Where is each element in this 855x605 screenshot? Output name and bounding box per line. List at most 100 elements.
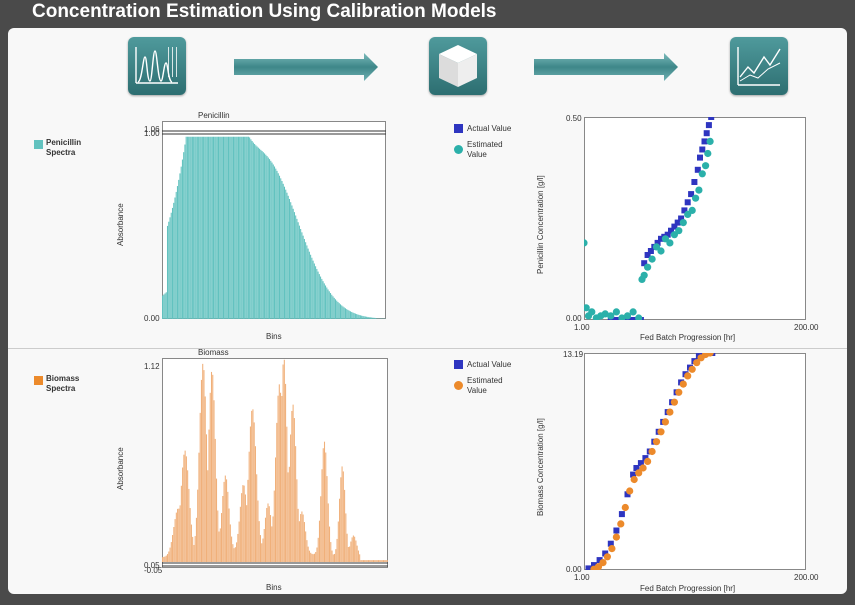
spectrum-bar xyxy=(195,517,197,562)
spectrum-bar xyxy=(321,278,323,319)
penicillin-actual-legend-marker xyxy=(454,124,463,133)
spectrum-bar xyxy=(332,296,334,319)
spectrum-bar xyxy=(327,289,329,319)
estimated-value-point xyxy=(706,353,714,357)
penicillin-scatter-ytick-zero: 0.00 xyxy=(566,314,582,323)
estimated-value-point xyxy=(652,438,661,446)
estimated-value-point xyxy=(584,239,588,247)
spectrum-bar xyxy=(342,306,344,319)
biomass-actual-legend: Actual Value xyxy=(467,360,512,369)
spectrum-bar xyxy=(227,136,230,319)
spectrum-bar xyxy=(270,160,272,319)
actual-value-point xyxy=(684,199,691,206)
spectrum-bar xyxy=(337,521,339,562)
spectrum-bar xyxy=(298,225,300,319)
spectrum-bar xyxy=(191,136,193,319)
spectrum-bar xyxy=(168,221,170,319)
spectrum-bar xyxy=(351,311,353,319)
spectrum-bar xyxy=(361,560,363,562)
biomass-estimated-legend-marker xyxy=(454,381,463,390)
spectrum-bar xyxy=(183,454,185,562)
spectrum-bar xyxy=(352,312,354,319)
spectrum-bar xyxy=(203,370,205,562)
biomass-scatter-ytick-zero: 0.00 xyxy=(566,565,582,574)
spectrum-bar xyxy=(188,136,190,319)
estimated-value-point xyxy=(657,428,665,436)
spectrum-bar xyxy=(323,441,326,562)
spectrum-bar xyxy=(181,159,183,319)
spectrum-bar xyxy=(356,545,358,562)
spectrum-bar xyxy=(260,149,262,319)
spectrum-bar xyxy=(244,494,246,562)
spectrum-bar xyxy=(375,560,377,562)
spectrum-bar xyxy=(311,553,313,562)
spectrum-bar xyxy=(354,313,356,319)
spectrum-bar xyxy=(186,136,188,319)
spectrum-bar xyxy=(325,452,327,562)
spectrum-bar xyxy=(301,232,303,319)
actual-value-point xyxy=(654,239,661,246)
spectrum-bar xyxy=(180,485,182,562)
estimated-value-point xyxy=(584,304,590,312)
spectrum-bar xyxy=(315,266,317,319)
spectrum-bar xyxy=(340,477,342,562)
spectrum-bar xyxy=(349,546,351,562)
estimated-value-point xyxy=(626,487,634,495)
spectrum-bar xyxy=(273,490,275,562)
spectrum-bar xyxy=(363,316,365,319)
spectrum-bar xyxy=(288,198,290,319)
spectrum-bar xyxy=(339,498,341,562)
spectrum-bar xyxy=(266,507,268,562)
penicillin-legend-swatch xyxy=(34,140,43,149)
spectrum-bar xyxy=(214,136,216,319)
spectrum-bar xyxy=(241,493,243,562)
spectrum-bar xyxy=(349,311,351,319)
spectrum-bar xyxy=(245,136,247,319)
spectrum-bar xyxy=(293,212,295,319)
spectrum-bar xyxy=(178,179,180,319)
page-title: Concentration Estimation Using Calibrati… xyxy=(32,1,497,22)
spectrum-bar xyxy=(348,310,350,319)
spectrum-bar xyxy=(202,363,204,562)
spectrum-bar xyxy=(271,526,273,562)
actual-value-point xyxy=(694,166,701,173)
estimated-value-point xyxy=(608,545,616,553)
spectrum-bar xyxy=(174,519,176,562)
estimated-value-point xyxy=(644,263,652,271)
spectrum-bar xyxy=(374,317,376,319)
penicillin-ytick-zero: 0.00 xyxy=(144,314,160,323)
actual-value-point xyxy=(658,235,664,242)
spectrum-bar xyxy=(199,136,201,319)
spectrum-bar xyxy=(379,560,381,562)
spectrum-bar xyxy=(195,136,197,319)
penicillin-actual-legend: Actual Value xyxy=(467,124,512,133)
estimated-value-point xyxy=(612,533,620,541)
spectrum-bar xyxy=(275,457,277,562)
main-panel: Penicillin Spectra Biomass Spectra Penic… xyxy=(8,28,847,594)
biomass-scatter-ytick-top: 13.19 xyxy=(563,350,584,359)
spectrum-bar xyxy=(214,438,216,562)
actual-value-point xyxy=(641,260,648,267)
spectrum-bar xyxy=(175,191,177,319)
spectrum-bar xyxy=(292,404,294,562)
spectrum-bar xyxy=(261,543,263,562)
spectrum-bar xyxy=(277,173,279,319)
estimated-value-point xyxy=(675,227,683,235)
spectrum-bar xyxy=(291,410,293,562)
spectrum-bar xyxy=(356,314,358,319)
spectrum-bar xyxy=(322,281,324,319)
penicillin-estimated-legend: Estimated Value xyxy=(467,140,503,159)
spectrum-bar xyxy=(344,308,346,319)
spectrum-bar xyxy=(208,136,210,319)
spectrum-bar xyxy=(184,450,186,562)
spectrum-bar xyxy=(254,446,256,562)
spectrum-bar xyxy=(173,202,175,319)
spectrum-bar xyxy=(213,136,215,319)
spectrum-bar xyxy=(259,148,261,319)
penicillin-scatter-chart xyxy=(584,117,806,320)
spectrum-bar xyxy=(308,550,310,562)
actual-value-point xyxy=(674,219,681,226)
spectrum-bar xyxy=(269,515,272,562)
actual-value-point xyxy=(607,540,614,547)
spectrum-bar xyxy=(177,508,179,562)
